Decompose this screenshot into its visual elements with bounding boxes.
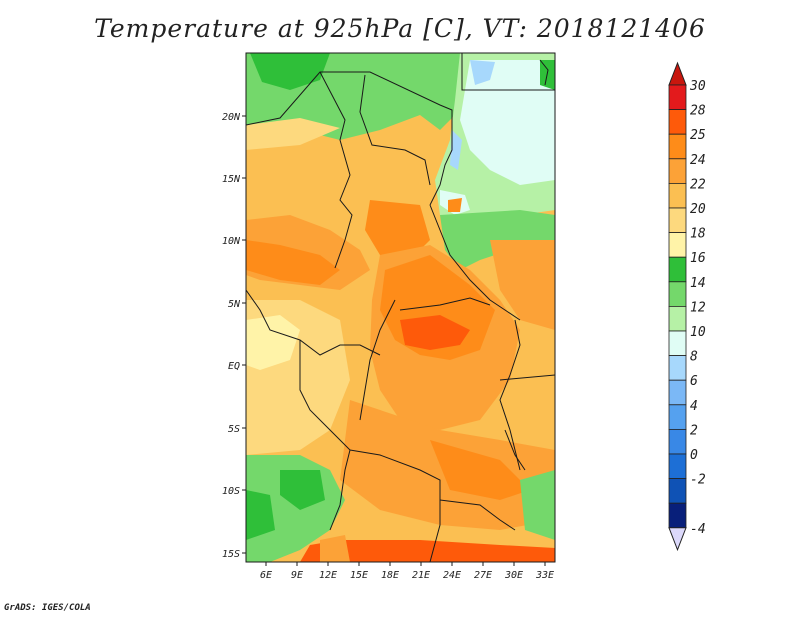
colorbar-swatch bbox=[668, 281, 687, 307]
colorbar-swatch bbox=[668, 478, 687, 504]
colorbar-label: 22 bbox=[690, 177, 706, 192]
colorbar-swatch bbox=[668, 84, 687, 111]
latitude-axis bbox=[242, 115, 246, 554]
colorbar-label: 28 bbox=[690, 104, 706, 119]
country-borders bbox=[246, 53, 555, 562]
colorbar-label: 25 bbox=[690, 128, 706, 143]
colorbar-label: 0 bbox=[690, 448, 698, 463]
lon-label-6e: 6E bbox=[260, 570, 272, 581]
colorbar-label: 16 bbox=[690, 251, 706, 266]
colorbar-label: 2 bbox=[690, 423, 698, 438]
colorbar-label: 20 bbox=[690, 202, 706, 217]
colorbar-swatch bbox=[668, 355, 687, 381]
lon-label-27e: 27E bbox=[474, 570, 492, 581]
colorbar-swatch bbox=[668, 256, 687, 283]
colorbar-swatch bbox=[668, 232, 687, 258]
lon-label-30e: 30E bbox=[504, 570, 523, 581]
lat-label-15n: 15N bbox=[222, 174, 241, 185]
lon-label-12e: 12E bbox=[319, 570, 337, 581]
colorbar-swatch bbox=[668, 453, 687, 480]
colorbar-label: 24 bbox=[690, 153, 706, 168]
colorbar-label: 6 bbox=[690, 374, 698, 389]
colorbar-swatch bbox=[668, 305, 687, 332]
colorbar-label: 8 bbox=[690, 350, 698, 365]
colorbar-label: 12 bbox=[690, 300, 706, 315]
lon-label-33e: 33E bbox=[535, 570, 554, 581]
colorbar-swatch bbox=[668, 182, 687, 209]
colorbar-swatch bbox=[668, 502, 687, 529]
lon-label-18e: 18E bbox=[381, 570, 399, 581]
colorbar-swatch bbox=[668, 379, 687, 406]
colorbar-label: -4 bbox=[690, 522, 706, 537]
lon-label-9e: 9E bbox=[291, 570, 303, 581]
colorbar-label: 18 bbox=[690, 227, 706, 242]
lat-label-10s: 10S bbox=[222, 486, 240, 497]
lat-label-eq: EQ bbox=[228, 361, 240, 372]
lon-label-21e: 21E bbox=[412, 570, 430, 581]
lon-label-24e: 24E bbox=[443, 570, 461, 581]
colorbar-swatch bbox=[668, 330, 687, 357]
lat-label-15s: 15S bbox=[222, 549, 240, 560]
temperature-field bbox=[246, 53, 555, 562]
map-frame bbox=[245, 52, 556, 563]
grads-credit: GrADS: IGES/COLA bbox=[4, 603, 91, 613]
colorbar-top-arrow bbox=[668, 61, 687, 86]
colorbar-label: -2 bbox=[690, 473, 706, 488]
colorbar-swatch bbox=[668, 109, 687, 135]
lat-label-20n: 20N bbox=[222, 112, 241, 123]
colorbar-swatch bbox=[668, 133, 687, 160]
longitude-axis bbox=[265, 562, 546, 566]
lon-label-15e: 15E bbox=[350, 570, 368, 581]
lat-label-5n: 5N bbox=[228, 299, 241, 310]
colorbar-swatch bbox=[668, 158, 687, 184]
lat-label-10n: 10N bbox=[222, 236, 241, 247]
lat-label-5s: 5S bbox=[228, 424, 240, 435]
colorbar-swatch bbox=[668, 428, 687, 455]
colorbar-bottom-arrow bbox=[668, 527, 687, 552]
colorbar-swatch bbox=[668, 207, 687, 234]
colorbar-label: 10 bbox=[690, 325, 706, 340]
colorbar-label: 30 bbox=[689, 79, 706, 94]
map-title: Temperature at 925hPa [C], VT: 201812140… bbox=[94, 14, 706, 43]
colorbar-swatch bbox=[668, 404, 687, 430]
colorbar-label: 14 bbox=[690, 276, 706, 291]
colorbar-label: 4 bbox=[690, 399, 698, 414]
